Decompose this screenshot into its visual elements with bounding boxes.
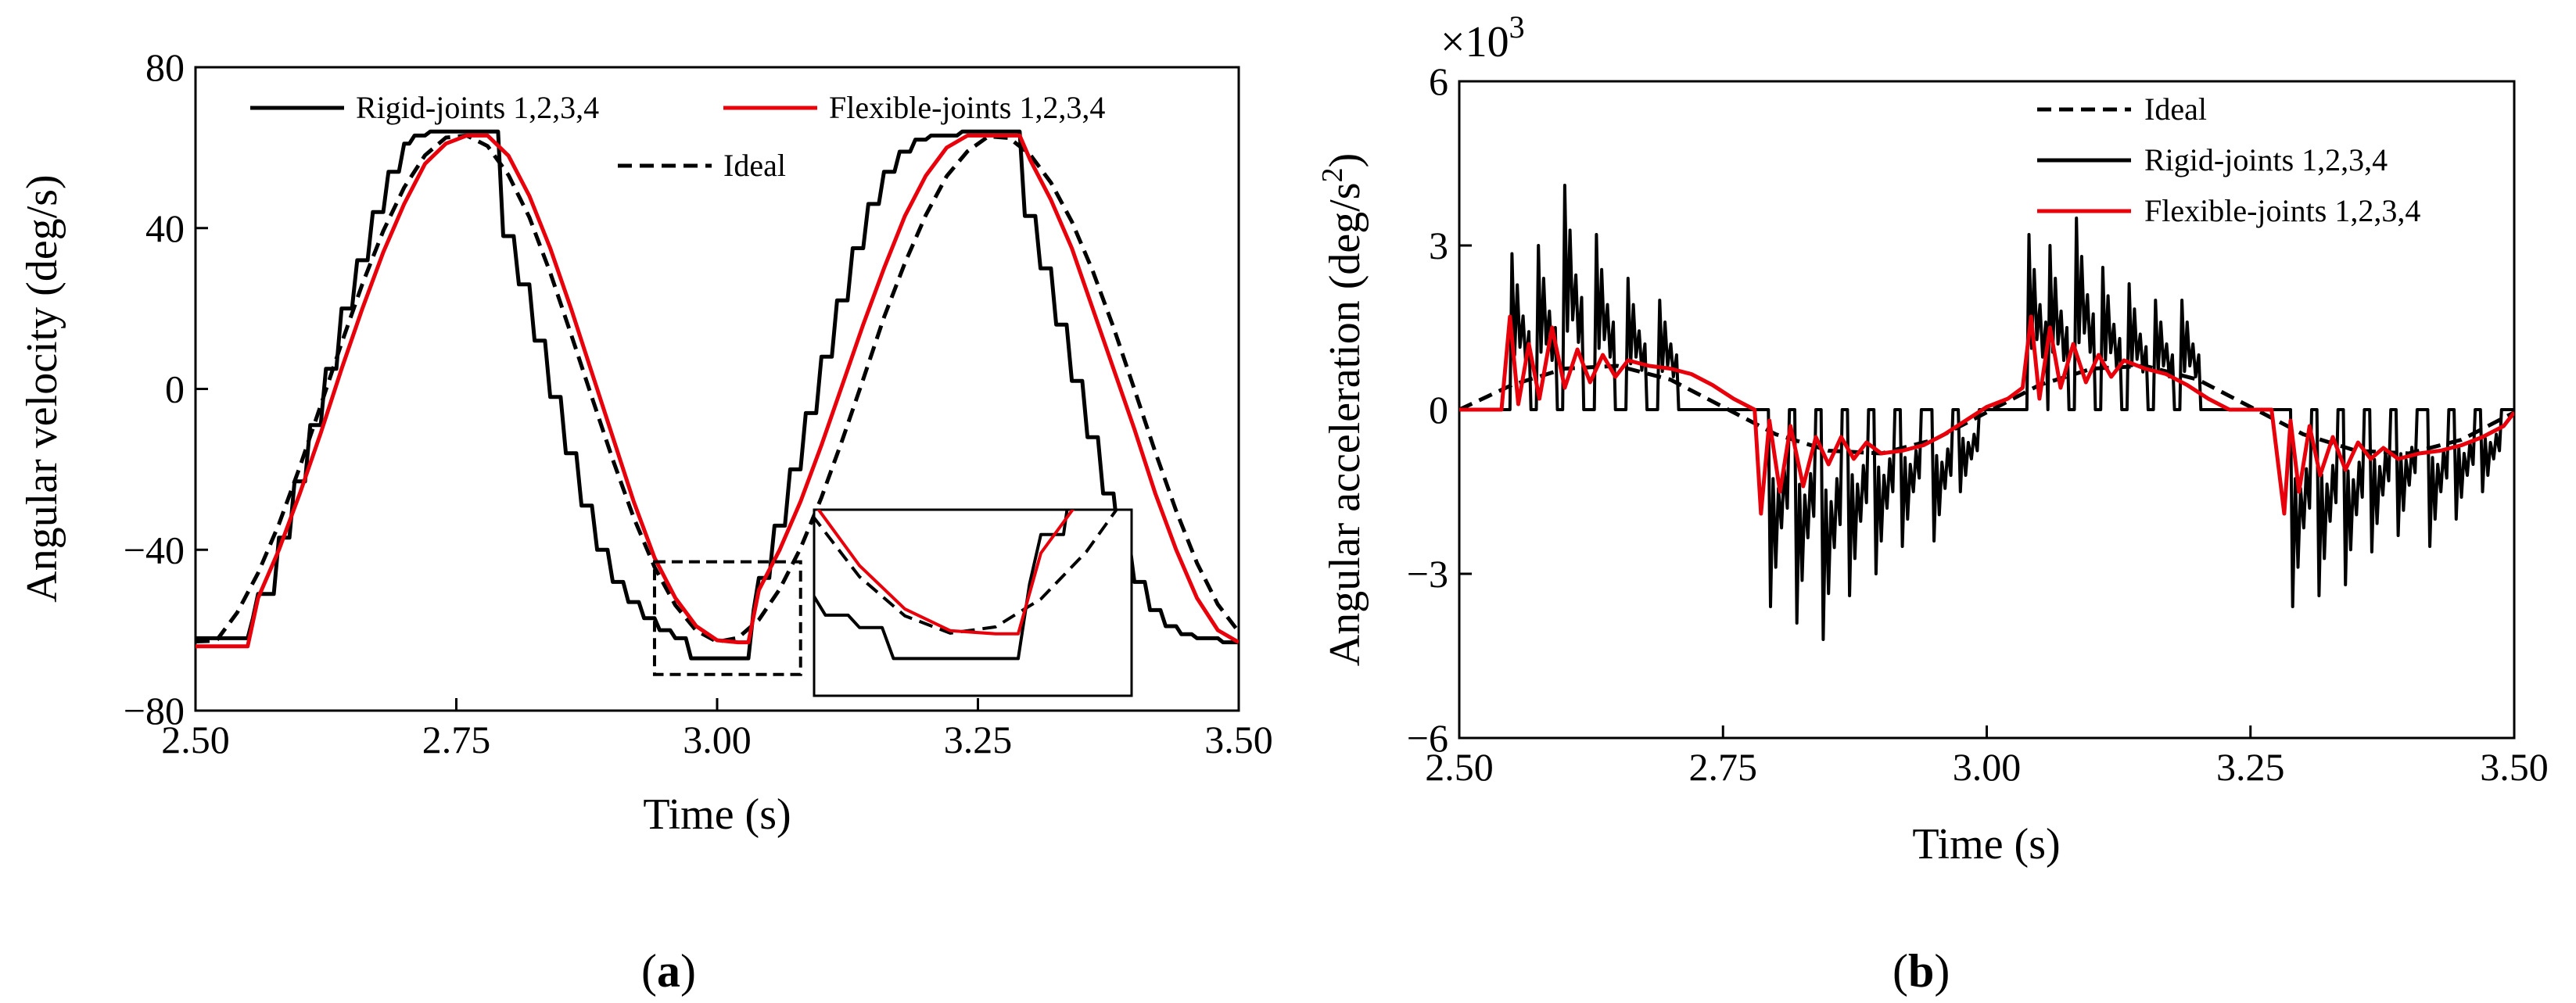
a-xtick-label: 2.50 (161, 718, 230, 761)
series-group-a (196, 129, 1239, 661)
a-ytick-label: 80 (145, 45, 185, 89)
legend-b-label-flexible: Flexible-joints 1,2,3,4 (2144, 193, 2420, 228)
a-ytick-label: 0 (165, 367, 185, 411)
x-axis-label-a: Time (s) (643, 790, 791, 839)
inset-series-flexible-joints-1-2-3-4 (816, 510, 1075, 636)
axis-ticks-b: 2.50 2.75 3.00 3.25 3.50 −6 −3 0 3 6 (1407, 59, 2549, 789)
b-ytick-label: −3 (1407, 552, 1448, 596)
panel-a: 2.50 2.75 3.00 3.25 3.50 −80 −40 0 40 80 Rigid-jo… (18, 45, 1273, 997)
a-xtick-label: 2.75 (422, 718, 491, 761)
inset-series-ideal (814, 510, 1119, 635)
panel-letter-b: b (1908, 945, 1934, 997)
legend-a-label-flexible: Flexible-joints 1,2,3,4 (829, 90, 1105, 125)
a-ytick-label: −40 (124, 528, 185, 571)
series-a-flexible-joints-1-2-3-4 (196, 133, 1239, 649)
series-b-rigid (1459, 184, 2514, 641)
a-ytick-label: −80 (124, 689, 185, 733)
a-xtick-label: 3.00 (683, 718, 752, 761)
legend-a: Rigid-joints 1,2,3,4 Flexible-joints 1,2… (250, 90, 1105, 183)
inset-series-rigid-joints-1-2-3-4 (814, 510, 1069, 661)
series-a-ideal (196, 133, 1239, 644)
panel-label-b: (b) (1893, 945, 1950, 997)
a-xtick-label: 3.50 (1204, 718, 1273, 761)
x-axis-label-b: Time (s) (1912, 820, 2060, 869)
b-ytick-label: 0 (1429, 388, 1448, 432)
a-ytick-label: 40 (145, 206, 185, 250)
inset-plot (813, 508, 1133, 697)
y-multiplier-b: ×103 (1440, 9, 1525, 66)
series-b-ideal (1459, 364, 2514, 456)
b-xtick-label: 2.50 (1425, 745, 1494, 789)
inset-frame (813, 508, 1133, 697)
legend-b-label-rigid: Rigid-joints 1,2,3,4 (2144, 142, 2388, 177)
b-xtick-label: 3.50 (2480, 745, 2549, 789)
legend-a-label-rigid: Rigid-joints 1,2,3,4 (356, 90, 599, 125)
a-xtick-label: 3.25 (944, 718, 1013, 761)
series-b-flexible (1459, 314, 2514, 516)
b-xtick-label: 3.25 (2216, 745, 2285, 789)
legend-b: Ideal Rigid-joints 1,2,3,4 Flexible-join… (2037, 91, 2420, 228)
inset-series-group (814, 510, 1119, 661)
b-xtick-label: 3.00 (1953, 745, 2022, 789)
panel-letter-a: a (657, 945, 680, 997)
b-ytick-label: −6 (1407, 716, 1448, 760)
b-ytick-label: 3 (1429, 224, 1448, 267)
b-xtick-label: 2.75 (1689, 745, 1758, 789)
y-axis-label-b-sup: 2 (1316, 167, 1349, 182)
zoom-region-box (652, 560, 802, 676)
legend-b-label-ideal: Ideal (2144, 91, 2207, 127)
y-axis-label-a: Angular velocity (deg/s) (18, 174, 66, 602)
panel-label-a: (a) (641, 945, 696, 997)
legend-a-label-ideal: Ideal (723, 148, 786, 183)
multiplier-base: ×10 (1440, 18, 1509, 66)
y-axis-label-b: Angular acceleration (deg/s2) (1316, 153, 1369, 666)
multiplier-exponent: 3 (1509, 9, 1525, 45)
axis-ticks-a: 2.50 2.75 3.00 3.25 3.50 −80 −40 0 40 80 (124, 45, 1273, 761)
b-ytick-label: 6 (1429, 59, 1448, 103)
series-group-b (1459, 184, 2514, 641)
y-axis-label-b-close: ) (1321, 153, 1369, 168)
y-axis-label-b-main: Angular acceleration (deg/s (1321, 182, 1369, 666)
